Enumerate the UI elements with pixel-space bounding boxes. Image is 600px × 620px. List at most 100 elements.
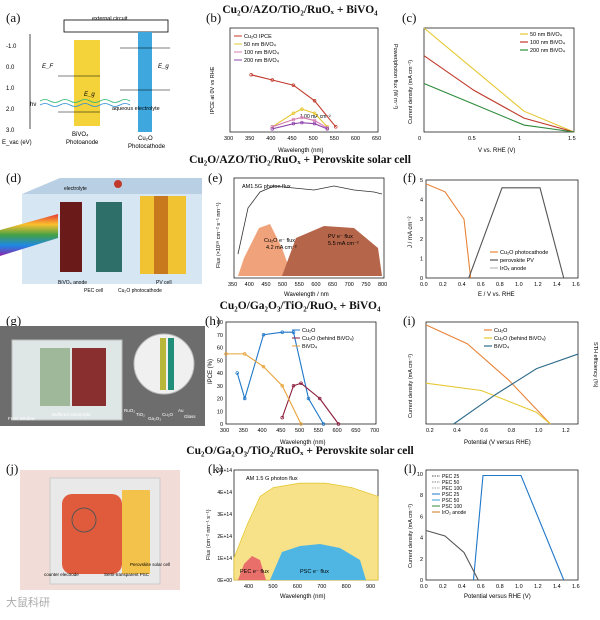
x-tick-label: 650 <box>328 282 337 288</box>
y-tick-label: 3E+14 <box>217 512 232 518</box>
svg-text:E_g: E_g <box>84 92 95 98</box>
svg-text:50 nm BiVO₄: 50 nm BiVO₄ <box>530 32 563 38</box>
x-tick-label: 400 <box>244 584 253 590</box>
y-tick-label: 1E+14 <box>217 556 232 562</box>
row-title-2: Cu₂O/AZO/TiO₂/RuOₓ + Perovskite solar ce… <box>189 154 411 166</box>
x-tick-label: 650 <box>372 136 381 142</box>
y-tick-label: 6 <box>420 514 423 520</box>
x-tick-label: 0.8 <box>496 282 504 288</box>
svg-text:BiVO₄: BiVO₄ <box>494 344 510 350</box>
panel-label-d: (d) <box>6 170 22 185</box>
legend-l: PEC 25 PEC 50 PEC 100 PSC 25 PSC 50 PSC … <box>432 474 466 516</box>
x-tick-label: 0.0 <box>420 584 428 590</box>
x-tick-label: 350 <box>228 282 237 288</box>
row-title-1: Cu₂O/AZO/TiO₂/RuOₓ + BiVO₄ <box>222 4 378 16</box>
x-tick-label: 600 <box>293 584 302 590</box>
panel-label-h: (h) <box>205 313 221 328</box>
x-tick-label: 300 <box>224 136 233 142</box>
x-tick-label: 0.8 <box>496 584 504 590</box>
chart-c: Current density (mA cm⁻²) V vs. RHE (V) … <box>408 27 576 154</box>
x-tick-label: 400 <box>245 282 254 288</box>
svg-text:IPCE at 0V vs RHE: IPCE at 0V vs RHE <box>210 66 216 114</box>
svg-text:Photoanode: Photoanode <box>66 140 99 146</box>
x-tick-label: 450 <box>287 136 296 142</box>
data-point <box>336 422 341 426</box>
row-title-4: Cu₂O/Ga₂O₃/TiO₂/RuOₓ + Perovskite solar … <box>186 445 414 457</box>
svg-text:PEC e⁻ flux: PEC e⁻ flux <box>240 569 269 575</box>
svg-text:external circuit: external circuit <box>92 16 128 22</box>
data-point <box>300 115 304 120</box>
chart-k: Flux (cm⁻² nm⁻¹ s⁻¹) Wavelength (nm) AM … <box>206 468 379 600</box>
bivo4-band <box>74 40 100 126</box>
svg-text:STH efficiency (%): STH efficiency (%) <box>592 342 598 388</box>
svg-text:E_F: E_F <box>42 64 53 70</box>
x-tick-label: 1.2 <box>534 584 542 590</box>
x-tick-label: 0.2 <box>439 282 447 288</box>
data-point <box>280 383 284 388</box>
svg-text:1.00 mA cm⁻²: 1.00 mA cm⁻² <box>300 114 331 120</box>
svg-text:Buffered electrolyte: Buffered electrolyte <box>52 412 91 417</box>
svg-text:BiVO₄ anode: BiVO₄ anode <box>58 280 87 286</box>
series-line <box>226 353 302 425</box>
data-point <box>291 111 296 116</box>
svg-text:Cu₂O: Cu₂O <box>138 136 153 142</box>
svg-text:PV cell: PV cell <box>156 280 172 286</box>
series-line <box>425 529 479 581</box>
x-tick-label: 0.2 <box>426 428 434 434</box>
pv-flux-area <box>282 226 382 276</box>
x-tick-label: 1.0 <box>515 584 523 590</box>
panel-label-i: (i) <box>403 313 416 328</box>
light-wave <box>39 99 131 103</box>
svg-text:Glass: Glass <box>184 414 196 419</box>
band-diagram: -1.0 0.0 1.0 2.0 3.0 E_vac (eV) external… <box>2 16 170 150</box>
svg-text:Photocathode: Cu₂O: Photocathode: Cu₂O <box>86 426 128 431</box>
x-tick-label: 400 <box>258 428 267 434</box>
y-tick-label: 8 <box>420 493 423 499</box>
panel-label-b: (b) <box>206 10 222 25</box>
svg-text:PSC 25: PSC 25 <box>442 492 459 498</box>
x-tick-label: 800 <box>342 584 351 590</box>
panel-label-j: (j) <box>6 461 19 476</box>
svg-text:1.0: 1.0 <box>6 86 15 92</box>
x-tick-label: 1.2 <box>534 282 542 288</box>
svg-text:RuO₂: RuO₂ <box>124 408 135 413</box>
series-line <box>423 55 575 133</box>
x-tick-label: 0.6 <box>477 282 485 288</box>
x-tick-label: 1 <box>518 136 521 142</box>
x-tick-label: 600 <box>311 282 320 288</box>
cu2o-band <box>138 32 152 132</box>
y-tick-label: 5E+14 <box>217 468 232 474</box>
svg-text:200 nm BiVO₄: 200 nm BiVO₄ <box>244 58 280 64</box>
y-tick-label: 1 <box>420 256 423 262</box>
chart-h: IPCE (%) Wavelength (nm) 300 350 400 450 500… <box>208 320 379 446</box>
y-tick-label: 20 <box>217 397 223 403</box>
legend-c: 50 nm BiVO₄ 100 nm BiVO₄ 200 nm BiVO₄ <box>520 32 566 54</box>
svg-text:Current density (mA cm⁻²): Current density (mA cm⁻²) <box>408 60 414 124</box>
pec-flux-area <box>238 556 266 580</box>
svg-text:AM1.5G photon flux: AM1.5G photon flux <box>242 184 291 190</box>
svg-text:100 nm BiVO₄: 100 nm BiVO₄ <box>530 40 566 46</box>
data-point <box>270 125 275 129</box>
series-line <box>425 382 551 425</box>
svg-text:aqueous electrolyte: aqueous electrolyte <box>112 106 160 112</box>
data-point <box>325 127 330 131</box>
svg-text:Perovskite solar cell: Perovskite solar cell <box>130 562 170 567</box>
x-tick-label: 600 <box>333 428 342 434</box>
series-line <box>425 183 472 279</box>
svg-text:perovskite PV: perovskite PV <box>500 258 534 264</box>
x-tick-label: 0 <box>418 136 421 142</box>
x-tick-label: 1.4 <box>553 584 561 590</box>
data-point <box>306 396 311 401</box>
chart-f: J / mA cm⁻² E / V vs. RHE 0.0 0.2 0.4 0.6 0.… <box>408 178 580 298</box>
svg-text:PSC 100: PSC 100 <box>442 504 462 510</box>
svg-text:Ga₂O₃: Ga₂O₃ <box>148 416 161 421</box>
x-tick-label: 1.6 <box>572 584 580 590</box>
x-tick-label: 300 <box>220 428 229 434</box>
tandem-cell-illustration: Front window Buffered electrolyte Photoa… <box>0 326 205 431</box>
y-tick-label: 4E+14 <box>217 490 232 496</box>
y-tick-label: 80 <box>217 320 223 326</box>
svg-text:Cu₂O e⁻ flux: Cu₂O e⁻ flux <box>264 238 295 244</box>
svg-text:Cu₂O: Cu₂O <box>162 412 173 417</box>
svg-text:Semi-transparent PSC: Semi-transparent PSC <box>104 572 150 577</box>
panel-label-g: (g) <box>6 313 22 328</box>
